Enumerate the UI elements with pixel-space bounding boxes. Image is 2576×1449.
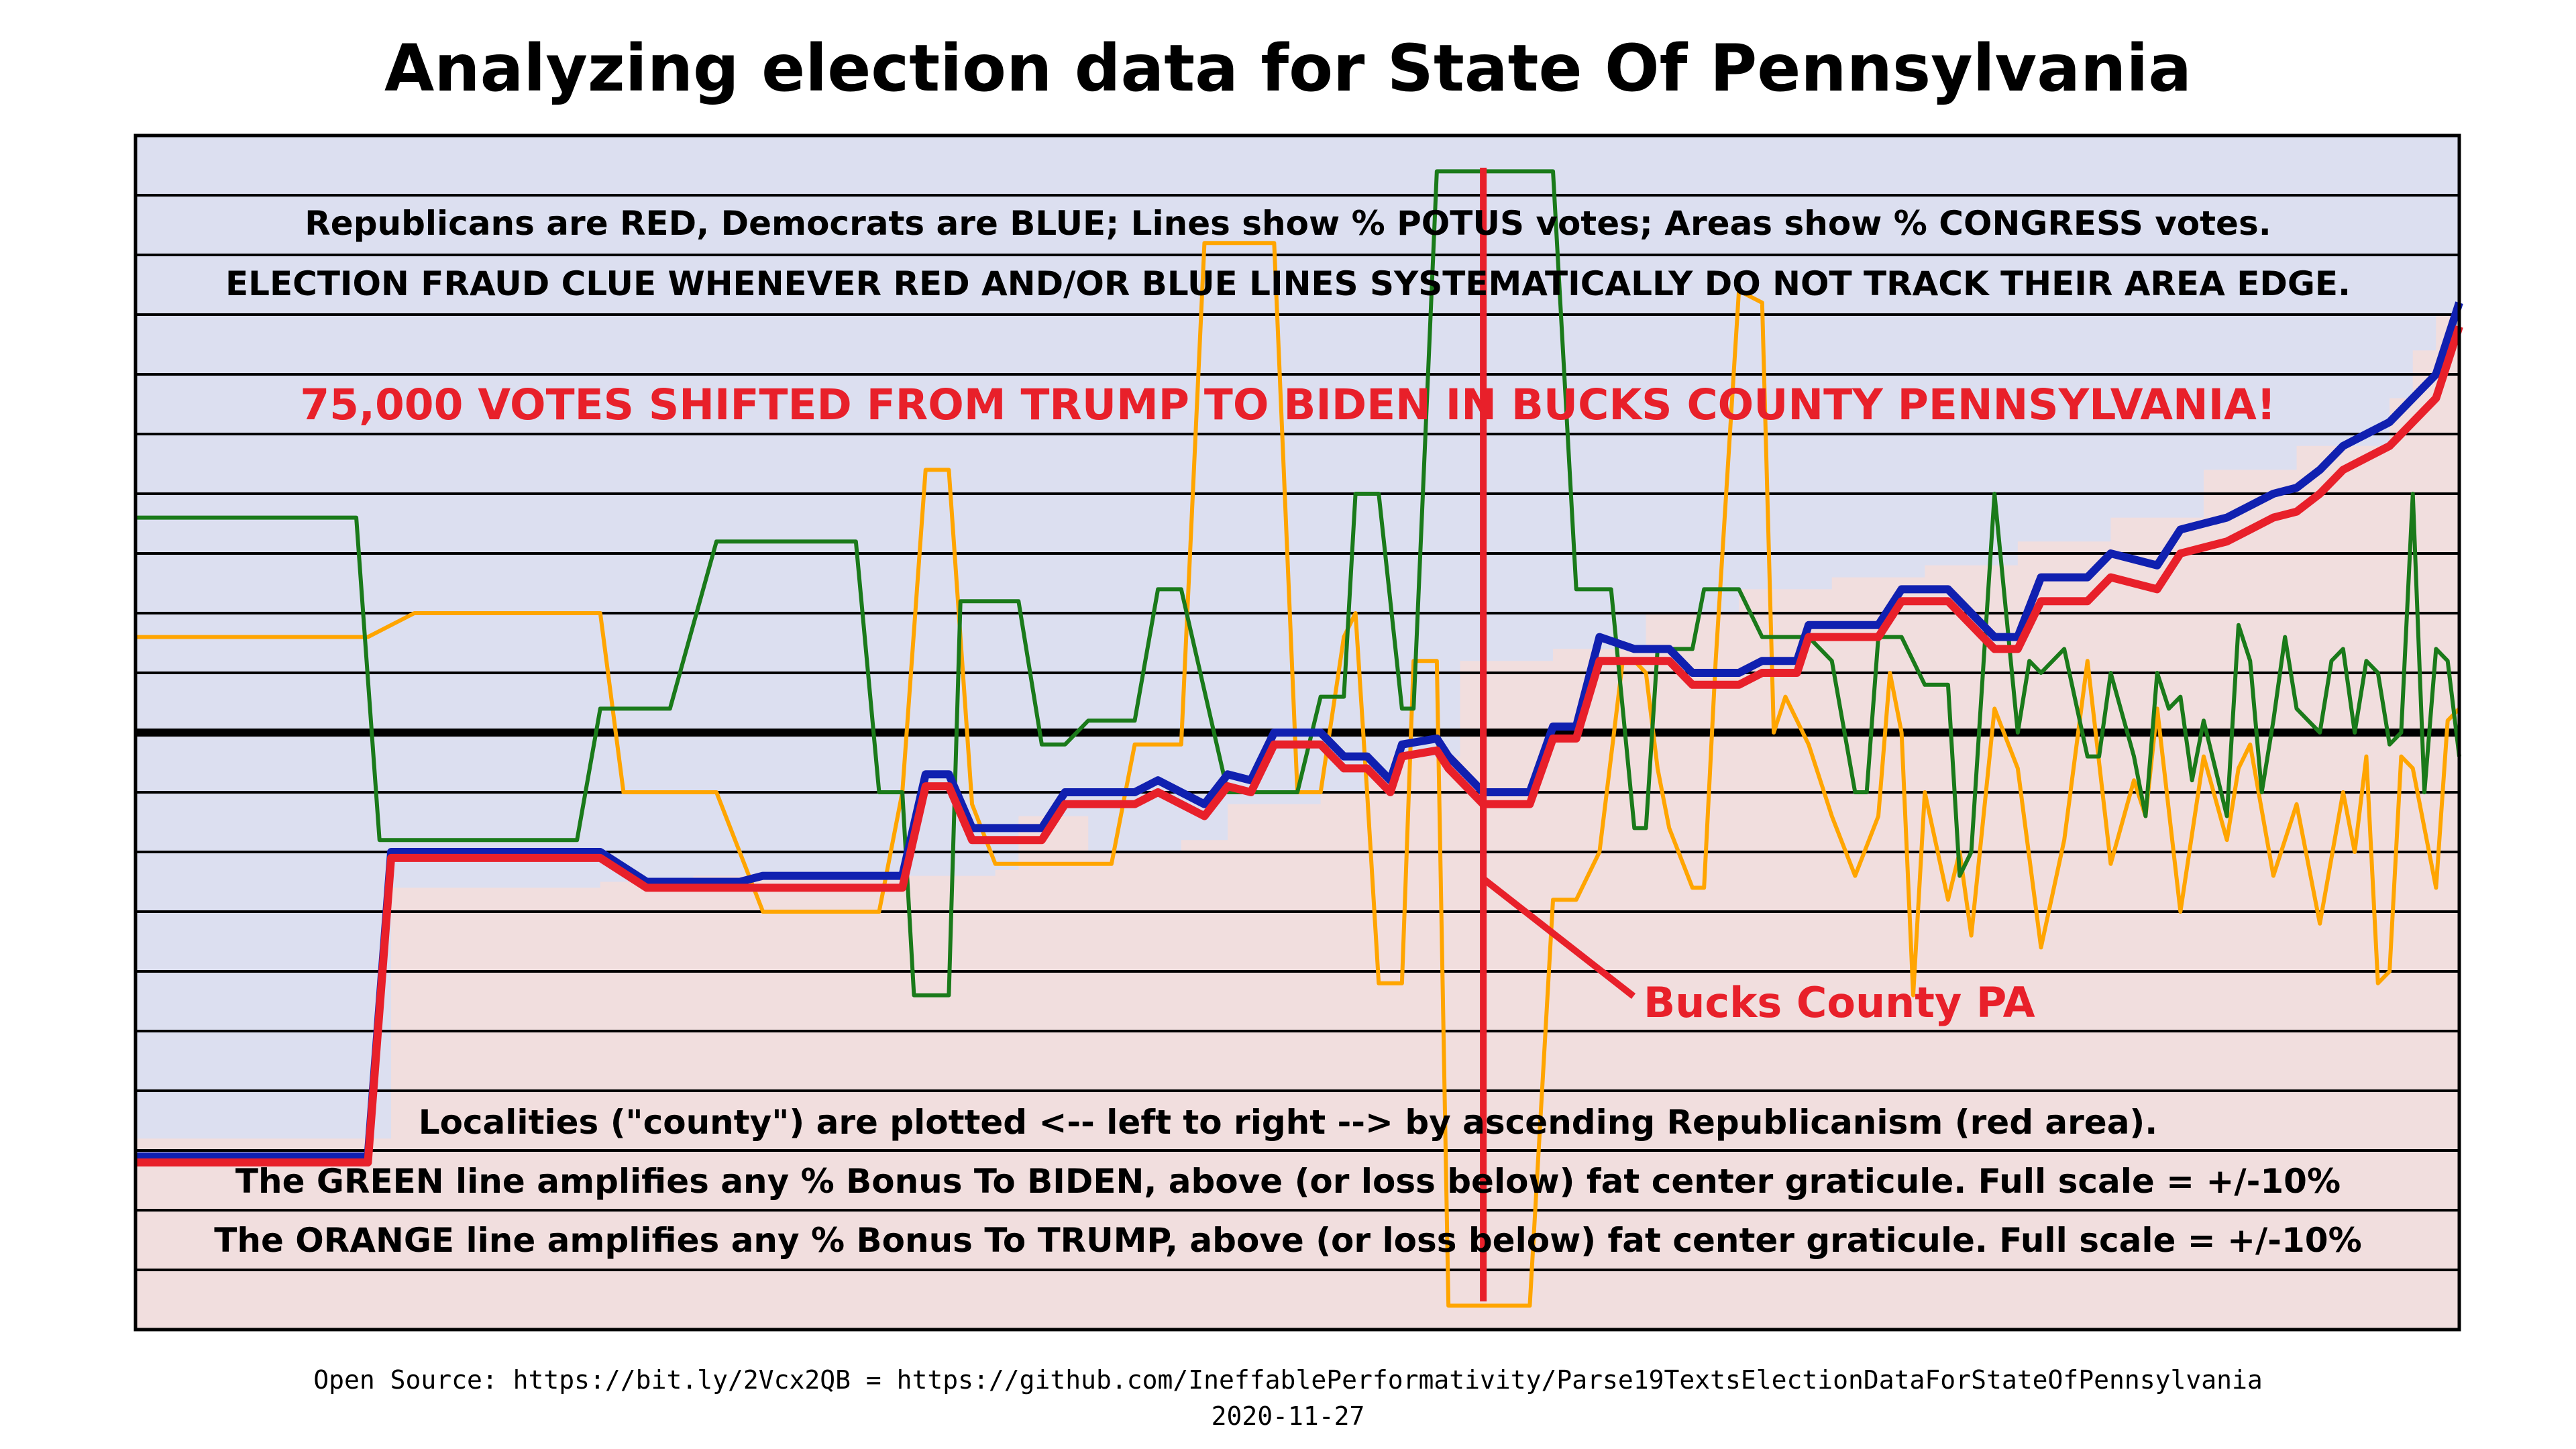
series-line-republicans	[136, 325, 2463, 1167]
green-note: The GREEN line amplifies any % Bonus To …	[235, 1162, 2341, 1201]
series-line-green	[136, 169, 2461, 998]
plot-border	[133, 133, 2461, 1332]
footer-source: Open Source: https://bit.ly/2Vcx2QB = ht…	[313, 1365, 2263, 1395]
fraud-clue: ELECTION FRAUD CLUE WHENEVER RED AND/OR …	[225, 264, 2351, 303]
chart-title: Analyzing election data for State Of Pen…	[384, 31, 2192, 106]
orange-note: The ORANGE line amplifies any % Bonus To…	[214, 1221, 2361, 1260]
plot-area	[133, 133, 2463, 1332]
footer-date: 2020-11-27	[1212, 1401, 1365, 1431]
marker-label: Bucks County PA	[1644, 978, 2035, 1027]
series-line-democrats	[136, 301, 2463, 1161]
legend-note: Republicans are RED, Democrats are BLUE;…	[305, 204, 2271, 243]
localities-note: Localities ("county") are plotted <-- le…	[419, 1103, 2158, 1142]
headline: 75,000 VOTES SHIFTED FROM TRUMP TO BIDEN…	[300, 380, 2275, 429]
bucks-county-pointer	[1481, 876, 1636, 999]
rep-area	[136, 303, 2459, 1330]
series-line-orange	[136, 241, 2461, 1308]
